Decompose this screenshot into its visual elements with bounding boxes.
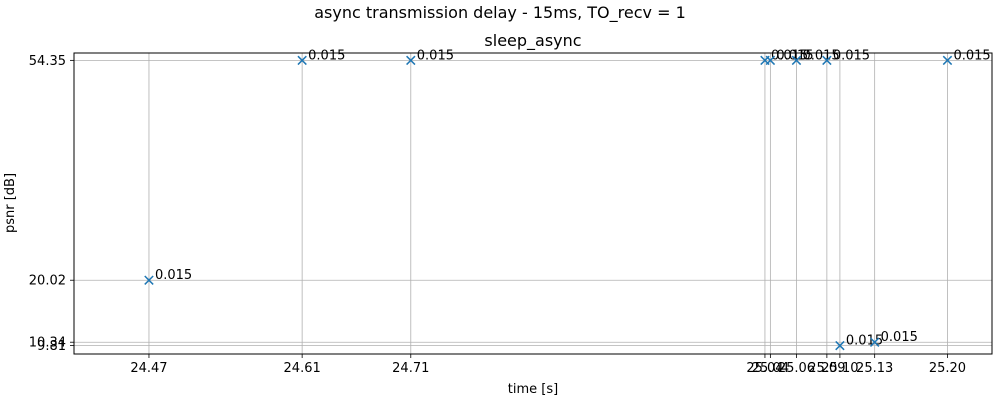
tick-layer: 24.47 24.61 24.71 25.0425.0425.0625.0925.10… [29, 54, 966, 376]
data-label: 0.015 [846, 334, 883, 349]
x-tick-label: 25.09 [808, 361, 845, 376]
x-tick-label: 24.61 [284, 361, 321, 376]
x-marker-stroke [297, 55, 307, 66]
x-axis-label: time [s] [508, 382, 558, 397]
x-tick-label: 25.04 [752, 361, 789, 376]
data-point [765, 55, 776, 66]
x-marker-stroke [942, 55, 953, 66]
data-point [822, 55, 832, 66]
data-point [835, 340, 845, 351]
data-label: 0.015 [771, 48, 808, 63]
x-tick-label: 25.13 [856, 361, 893, 376]
data-label: 0.015 [155, 268, 192, 283]
x-tick-label: 25.10 [821, 361, 858, 376]
x-marker-stroke [406, 55, 416, 66]
x-marker-stroke [791, 55, 802, 66]
x-tick-label: 25.04 [746, 361, 783, 376]
y-tick-label: 10.34 [29, 336, 66, 351]
x-marker-stroke [835, 340, 845, 351]
data-point [942, 55, 953, 66]
x-marker-stroke [144, 275, 154, 285]
plot-frame [73, 52, 993, 355]
chart-title: sleep_async [484, 31, 581, 51]
y-axis-label: psnr [dB] [3, 173, 18, 233]
data-point [144, 275, 154, 285]
data-label: 0.015 [833, 48, 870, 63]
y-tick-label: 9.81 [37, 339, 66, 354]
x-tick-label: 24.71 [392, 361, 429, 376]
x-tick-label: 25.20 [929, 361, 966, 376]
grid-layer [74, 53, 992, 354]
x-tick-label: 24.47 [130, 361, 167, 376]
y-tick-label: 54.35 [29, 54, 66, 69]
data-label: 0.015 [953, 48, 990, 63]
data-point [869, 337, 880, 347]
data-point [791, 55, 802, 66]
data-label: 0.015 [881, 330, 918, 345]
data-point [297, 55, 307, 66]
x-marker-stroke [822, 55, 832, 66]
y-tick-label: 20.02 [29, 274, 66, 289]
x-marker-stroke [869, 337, 880, 347]
data-point [406, 55, 416, 66]
data-label: 0.015 [308, 48, 345, 63]
data-label: 0.015 [802, 48, 839, 63]
data-label: 0.015 [776, 48, 813, 63]
x-marker-stroke [765, 55, 776, 66]
data-label: 0.015 [417, 48, 454, 63]
x-tick-label: 25.06 [778, 361, 815, 376]
chart-suptitle: async transmission delay - 15ms, TO_recv… [314, 3, 686, 23]
